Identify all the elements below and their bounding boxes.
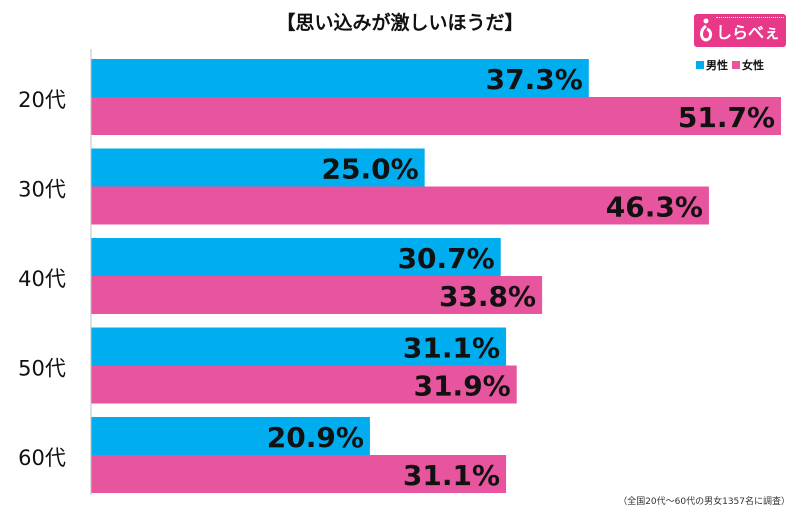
data-label-male-2: 30.7% [398, 242, 495, 275]
logo-tagline [716, 17, 784, 21]
legend-swatch-male [696, 61, 704, 69]
bar-female-0 [91, 97, 781, 135]
legend-label-female: 女性 [742, 59, 764, 72]
data-label-male-4: 20.9% [267, 421, 364, 454]
data-label-female-1: 46.3% [606, 191, 703, 224]
logo-mark-icon [700, 18, 713, 42]
data-label-female-3: 31.9% [414, 370, 511, 403]
chart-legend: 男性 女性 [696, 57, 764, 73]
legend-label-male: 男性 [706, 59, 728, 72]
bar-female-2 [91, 276, 543, 314]
sirabee-logo: しらべぇ [694, 14, 786, 47]
bar-male-2 [91, 238, 501, 276]
data-label-male-1: 25.0% [322, 153, 419, 186]
data-label-female-0: 51.7% [678, 101, 775, 134]
data-label-male-3: 31.1% [403, 332, 500, 365]
bar-male-0 [91, 59, 589, 97]
data-label-male-0: 37.3% [486, 63, 583, 96]
legend-item-male: 男性 [696, 57, 728, 73]
category-label-0: 20代 [18, 88, 66, 112]
data-label-female-4: 31.1% [403, 459, 500, 492]
bar-female-1 [91, 186, 709, 225]
bar-female-4 [91, 455, 507, 493]
bar-male-4 [91, 417, 370, 455]
survey-footnote: （全国20代～60代の男女1357名に調査） [618, 497, 790, 507]
bar-female-3 [91, 365, 517, 404]
category-label-3: 50代 [18, 357, 66, 381]
bar-male-3 [91, 327, 507, 366]
category-label-1: 30代 [18, 178, 66, 202]
legend-swatch-female [732, 61, 740, 69]
bar-male-1 [91, 148, 425, 187]
logo-text: しらべぇ [716, 23, 781, 42]
category-label-2: 40代 [18, 267, 66, 291]
data-label-female-2: 33.8% [439, 280, 536, 313]
category-label-4: 60代 [18, 446, 66, 470]
legend-item-female: 女性 [732, 57, 764, 73]
chart-title: 【思い込みが激しいほうだ】 [276, 12, 524, 34]
